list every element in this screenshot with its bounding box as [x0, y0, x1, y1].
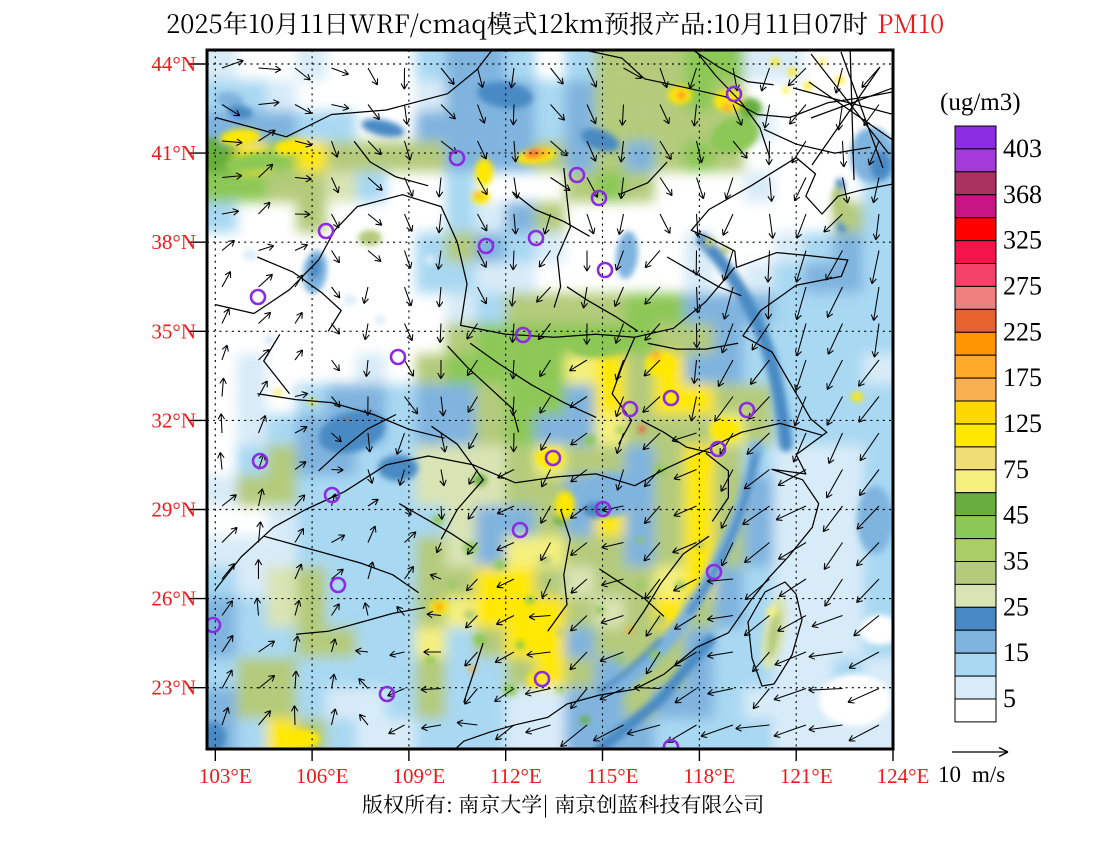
svg-text:368: 368	[1003, 180, 1042, 209]
svg-text:35: 35	[1003, 547, 1029, 576]
svg-text:26°N: 26°N	[151, 587, 196, 611]
svg-text:m/s: m/s	[972, 762, 1005, 787]
svg-text:109°E: 109°E	[393, 764, 446, 788]
svg-text:41°N: 41°N	[151, 141, 196, 165]
svg-text:15: 15	[1003, 638, 1029, 667]
svg-text:5: 5	[1003, 684, 1016, 713]
svg-text:29°N: 29°N	[151, 498, 196, 522]
svg-text:25: 25	[1003, 592, 1029, 621]
svg-text:275: 275	[1003, 271, 1042, 300]
svg-text:45: 45	[1003, 501, 1029, 530]
svg-text:125: 125	[1003, 409, 1042, 438]
svg-text:124°E: 124°E	[877, 764, 930, 788]
svg-text:103°E: 103°E	[199, 764, 252, 788]
svg-text:32°N: 32°N	[151, 408, 196, 432]
svg-text:106°E: 106°E	[296, 764, 349, 788]
svg-text:403: 403	[1003, 134, 1042, 163]
svg-text:44°N: 44°N	[151, 52, 196, 76]
svg-text:112°E: 112°E	[490, 764, 542, 788]
svg-text:35°N: 35°N	[151, 319, 196, 343]
svg-text:75: 75	[1003, 455, 1029, 484]
svg-text:(ug/m3): (ug/m3)	[940, 89, 1021, 116]
svg-text:38°N: 38°N	[151, 230, 196, 254]
svg-text:175: 175	[1003, 363, 1042, 392]
svg-text:115°E: 115°E	[587, 764, 639, 788]
svg-text:325: 325	[1003, 226, 1042, 255]
svg-text:10: 10	[938, 762, 961, 787]
svg-text:121°E: 121°E	[780, 764, 833, 788]
svg-text:23°N: 23°N	[151, 676, 196, 700]
svg-text:118°E: 118°E	[683, 764, 735, 788]
svg-text:225: 225	[1003, 317, 1042, 346]
